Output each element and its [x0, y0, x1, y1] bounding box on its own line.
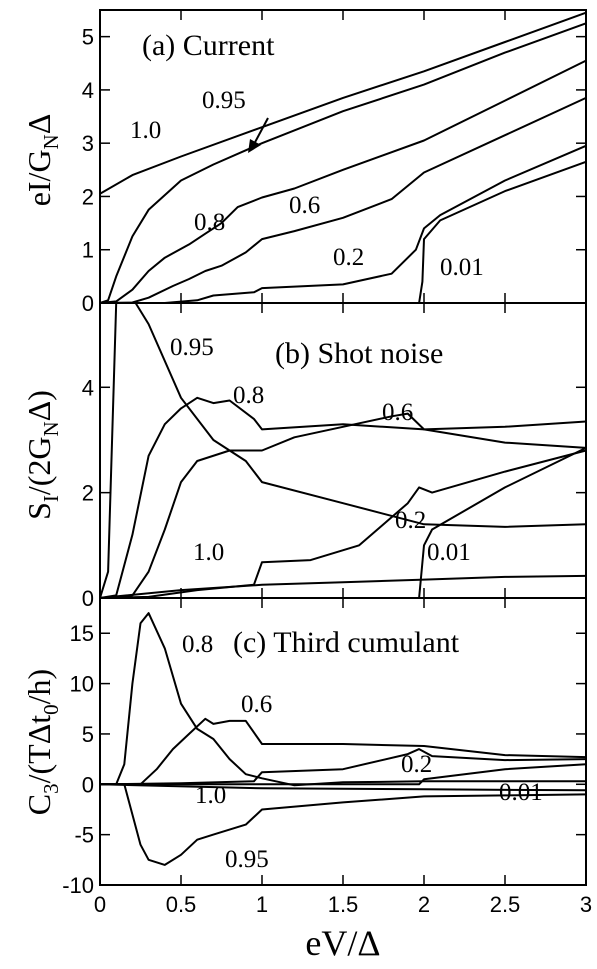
curve-label-b-0.8: 0.8 — [233, 382, 264, 409]
series-line-b-0.6 — [99, 412, 587, 599]
series-line-c-0.6 — [99, 717, 587, 786]
curve-label-c-0.8: 0.8 — [182, 631, 213, 658]
y-tick-label-c--5: -5 — [74, 823, 94, 848]
curve-label-a-0.01: 0.01 — [440, 254, 484, 281]
series-line-b-0.8 — [99, 396, 587, 599]
panel-a-ylabel: eI/GNΔ — [21, 114, 63, 207]
arrow-0.95-head — [248, 139, 261, 153]
y-tick-label-c-15: 15 — [70, 621, 94, 646]
curve-label-a-0.95: 0.95 — [202, 87, 246, 114]
series-line-b-0.01 — [99, 446, 587, 599]
panel-c-curves — [99, 612, 587, 866]
panel-a-title: (a) Current — [142, 29, 275, 62]
series-line-c-0.2 — [99, 748, 587, 786]
x-tick-label-1.5: 1.5 — [328, 892, 359, 917]
series-line-a-0.95 — [99, 22, 587, 304]
curve-label-a-0.2: 0.2 — [333, 244, 364, 271]
x-tick-label-1: 1 — [256, 892, 268, 917]
series-line-a-0.2 — [99, 144, 587, 304]
series-line-c-1.0 — [99, 783, 587, 792]
y-tick-label-c-0: 0 — [82, 772, 94, 797]
curve-label-b-1.0: 1.0 — [193, 539, 224, 566]
y-tick-label-b-2: 2 — [82, 481, 94, 506]
y-tick-label-b-0: 0 — [82, 586, 94, 611]
series-line-a-0.6 — [99, 96, 587, 304]
y-tick-label-b-4: 4 — [82, 375, 94, 400]
series-line-a-0.01 — [99, 160, 587, 304]
curve-label-b-0.01: 0.01 — [427, 539, 471, 566]
curve-label-b-0.95: 0.95 — [170, 334, 214, 361]
x-tick-label-0: 0 — [94, 892, 106, 917]
y-tick-label-a-5: 5 — [82, 25, 94, 50]
curve-label-b-0.6: 0.6 — [382, 399, 413, 426]
y-tick-label-a-1: 1 — [82, 238, 94, 263]
series-line-b-0.95 — [99, 302, 587, 599]
curve-label-a-0.8: 0.8 — [194, 209, 225, 236]
x-tick-label-2: 2 — [418, 892, 430, 917]
curve-label-c-0.01: 0.01 — [499, 779, 543, 806]
series-line-a-1.0 — [99, 11, 587, 195]
x-tick-label-3: 3 — [580, 892, 592, 917]
x-tick-label-2.5: 2.5 — [490, 892, 521, 917]
series-line-c-0.95 — [99, 783, 587, 866]
curve-label-c-0.2: 0.2 — [401, 751, 432, 778]
panel-c-ylabel: C3/(TΔt0/h) — [21, 669, 63, 815]
x-tick-label-0.5: 0.5 — [166, 892, 197, 917]
y-tick-label-c-10: 10 — [70, 672, 94, 697]
y-tick-label-a-3: 3 — [82, 131, 94, 156]
y-tick-label-c-5: 5 — [82, 722, 94, 747]
panel-b-ylabel: SI/(2GNΔ) — [21, 390, 63, 520]
curve-label-c-0.95: 0.95 — [225, 846, 269, 873]
y-tick-label-c--10: -10 — [62, 873, 94, 898]
curve-label-a-1.0: 1.0 — [130, 117, 161, 144]
y-tick-label-a-4: 4 — [82, 78, 94, 103]
curve-label-a-0.6: 0.6 — [289, 192, 320, 219]
x-axis-label: eV/Δ — [305, 923, 380, 963]
panel-b-title: (b) Shot noise — [275, 337, 443, 370]
curve-label-b-0.2: 0.2 — [395, 507, 426, 534]
series-line-b-0.2 — [99, 449, 587, 599]
axis-ticks: 0 1 2 3 4 5 0 2 4 -10 -5 0 5 10 15 0 0.5 1 1.5 2 2.5 3 — [62, 10, 592, 917]
y-tick-label-a-2: 2 — [82, 184, 94, 209]
arrow-0.95-shaft — [252, 117, 269, 147]
series-line-a-0.8 — [99, 59, 587, 304]
curve-label-c-1.0: 1.0 — [195, 782, 226, 809]
panel-c-title: (c) Third cumulant — [233, 626, 460, 659]
y-tick-label-a-0: 0 — [82, 291, 94, 316]
curve-label-c-0.6: 0.6 — [241, 691, 272, 718]
panel-a-curves — [99, 11, 587, 304]
series-line-c-0.01 — [99, 763, 587, 786]
